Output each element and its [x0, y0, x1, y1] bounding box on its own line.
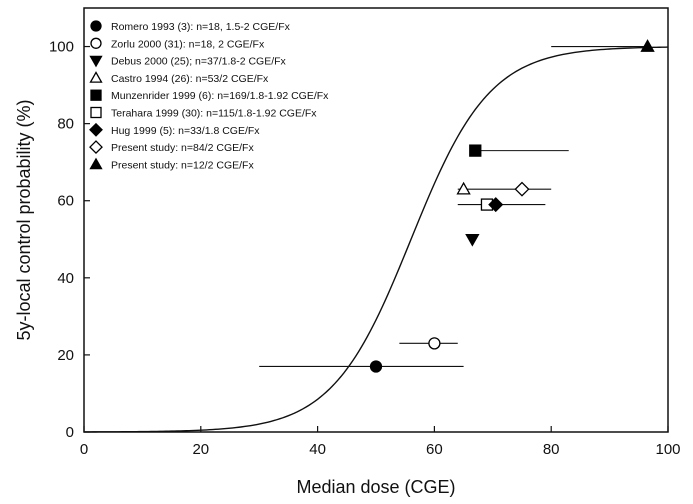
- legend-marker: [89, 71, 103, 83]
- data-point-diamond-open: [514, 181, 530, 197]
- legend-label: Castro 1994 (26): n=53/2 CGE/Fx: [111, 73, 269, 85]
- legend-marker: [90, 20, 102, 32]
- x-axis-title: Median dose (CGE): [296, 477, 455, 497]
- legend-label: Debus 2000 (25); n=37/1.8-2 CGE/Fx: [111, 56, 287, 68]
- dose-response-curve: [83, 46, 669, 433]
- x-axis: 0 20 40 60 80 100: [80, 426, 681, 458]
- legend: Romero 1993 (3): n=18, 1.5-2 CGE/Fx Zorlu…: [89, 20, 329, 171]
- x-tick-label: 60: [426, 441, 443, 458]
- legend-label: Present study: n=84/2 CGE/Fx: [111, 142, 254, 154]
- data-point-circle-filled: [369, 360, 383, 373]
- y-tick-label: 40: [57, 270, 74, 287]
- legend-label: Zorlu 2000 (31): n=18, 2 CGE/Fx: [111, 38, 265, 50]
- y-tick-label: 0: [66, 424, 74, 441]
- legend-marker: [90, 89, 102, 101]
- legend-label: Munzenrider 1999 (6): n=169/1.8-1.92 CGE…: [111, 90, 329, 102]
- y-axis: 0 20 40 60 80 100: [49, 39, 90, 441]
- data-point-square-filled: [469, 144, 482, 157]
- y-tick-label: 80: [57, 116, 74, 133]
- data-points: [369, 39, 655, 373]
- data-point-triangle-up-filled: [640, 39, 655, 52]
- legend-marker: [89, 157, 103, 170]
- x-tick-label: 0: [80, 441, 88, 458]
- data-point-triangle-down-filled: [465, 233, 480, 247]
- legend-marker: [89, 122, 103, 137]
- legend-label: Romero 1993 (3): n=18, 1.5-2 CGE/Fx: [111, 21, 291, 33]
- legend-label: Terahara 1999 (30): n=115/1.8-1.92 CGE/F…: [111, 108, 317, 120]
- plot-frame: [83, 7, 669, 433]
- data-point-triangle-up-open: [456, 181, 471, 195]
- legend-marker: [89, 55, 103, 68]
- x-tick-label: 80: [543, 441, 560, 458]
- y-tick-label: 60: [57, 193, 74, 210]
- x-tick-label: 100: [655, 441, 680, 458]
- x-tick-label: 40: [309, 441, 326, 458]
- y-tick-label: 20: [57, 347, 74, 364]
- y-tick-label: 100: [49, 39, 74, 56]
- legend-marker: [89, 140, 103, 155]
- legend-marker: [90, 106, 102, 119]
- data-point-circle-open: [428, 337, 441, 350]
- data-point-diamond-filled: [488, 197, 504, 213]
- x-tick-label: 20: [192, 441, 209, 458]
- legend-label: Hug 1999 (5): n=33/1.8 CGE/Fx: [111, 125, 260, 137]
- legend-label: Present study: n=12/2 CGE/Fx: [111, 159, 254, 171]
- legend-marker: [90, 37, 102, 49]
- y-axis-title: 5y-local control probability (%): [14, 99, 34, 340]
